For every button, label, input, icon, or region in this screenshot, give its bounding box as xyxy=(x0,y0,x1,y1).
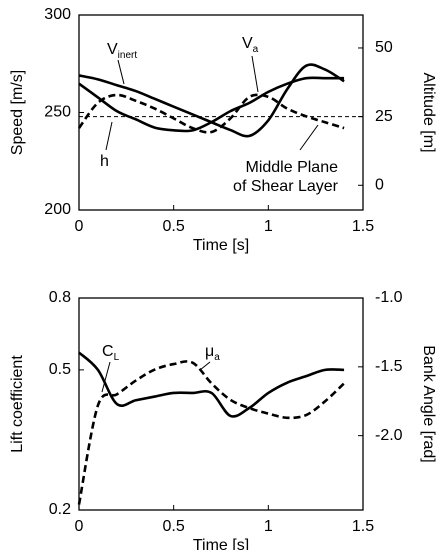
x-tick-label: 1.5 xyxy=(352,518,374,535)
plot-frame xyxy=(78,297,364,511)
y-tick-label: 250 xyxy=(44,104,71,121)
y-tick-label: 300 xyxy=(44,6,71,23)
label-leader xyxy=(251,55,259,93)
x-tick-label: 1.5 xyxy=(352,218,374,235)
y2-tick-label: 50 xyxy=(375,39,393,56)
y2-axis-label: Altitude [m] xyxy=(420,72,437,152)
x-axis-label: Time [s] xyxy=(193,237,249,254)
series-label-subscript: a xyxy=(253,44,259,55)
series-label-base: h xyxy=(100,153,109,170)
x-tick-label: 0.5 xyxy=(163,218,185,235)
series-label: Va xyxy=(242,35,259,54)
series-line xyxy=(77,360,345,505)
label-leader xyxy=(105,121,113,151)
series-line xyxy=(78,63,345,138)
series-label-base: C xyxy=(102,343,114,360)
series-label-base: V xyxy=(242,35,253,52)
y-axis-label: Lift coefficient xyxy=(9,355,26,453)
y2-tick-label: 0 xyxy=(375,177,384,194)
y-axis-label: Speed [m/s] xyxy=(9,70,26,155)
series-label-subscript: a xyxy=(214,352,220,363)
y-tick-label: 0.8 xyxy=(49,289,71,306)
label-leader xyxy=(101,361,111,393)
series-label: μa xyxy=(205,343,220,362)
series-label-base: μ xyxy=(205,343,214,360)
y2-tick-label: -1.0 xyxy=(375,289,403,306)
y-tick-label: 0.2 xyxy=(49,501,71,518)
x-tick-label: 1 xyxy=(264,218,273,235)
series-label: CL xyxy=(102,343,120,362)
series-label: h xyxy=(100,153,109,170)
y2-tick-label: -2.0 xyxy=(375,427,403,444)
label-leader xyxy=(117,59,125,85)
series-line xyxy=(78,76,345,133)
reference-label: of Shear Layer xyxy=(233,178,339,195)
reference-label: Middle Plane xyxy=(246,159,339,176)
series-label-base: V xyxy=(107,41,118,58)
series-line xyxy=(78,351,345,418)
series-label-subscript: inert xyxy=(118,50,138,61)
x-tick-label: 1 xyxy=(264,518,273,535)
series-line xyxy=(77,93,345,134)
reference-leader xyxy=(299,124,319,151)
series-label: Vinert xyxy=(107,41,137,60)
y-tick-label: 0.5 xyxy=(49,361,71,378)
series-label-subscript: L xyxy=(114,352,120,363)
y2-tick-label: 25 xyxy=(375,108,393,125)
x-tick-label: 0.5 xyxy=(163,518,185,535)
x-tick-label: 0 xyxy=(75,518,84,535)
y2-axis-label: Bank Angle [rad] xyxy=(420,345,437,462)
label-leader xyxy=(199,361,211,371)
x-axis-label: Time [s] xyxy=(193,537,249,550)
y-tick-label: 200 xyxy=(44,201,71,218)
y2-tick-label: -1.5 xyxy=(375,358,403,375)
x-tick-label: 0 xyxy=(75,218,84,235)
